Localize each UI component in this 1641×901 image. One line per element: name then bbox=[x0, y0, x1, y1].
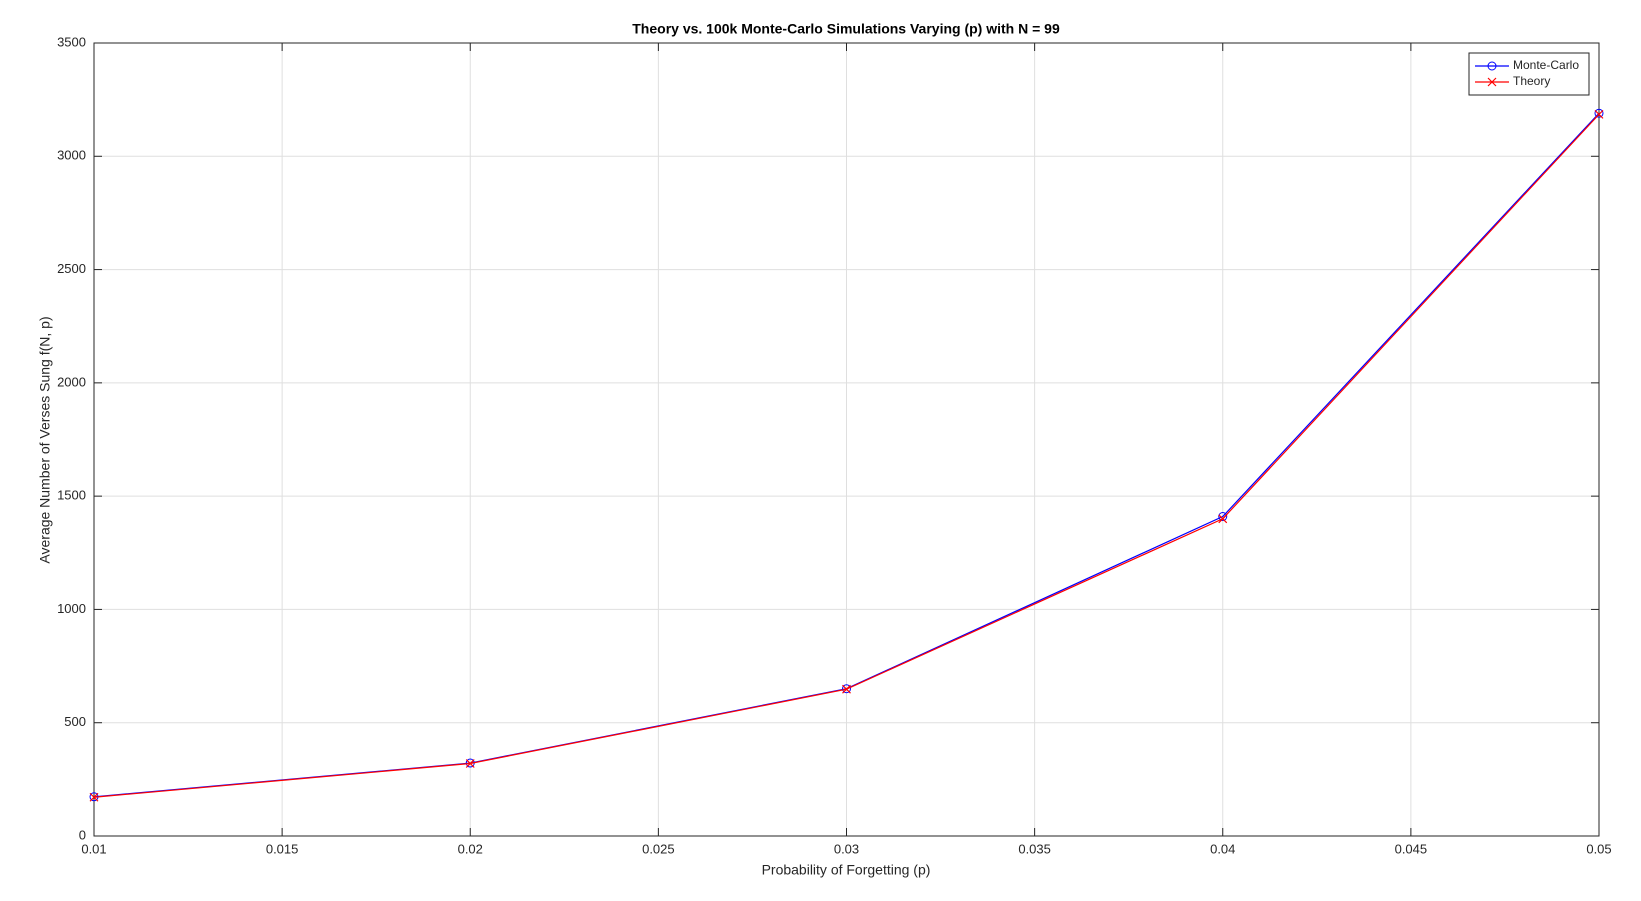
marker bbox=[465, 759, 475, 768]
legend-label: Monte-Carlo bbox=[1513, 58, 1579, 72]
legend-box bbox=[1468, 52, 1590, 96]
plot-frame bbox=[93, 42, 1600, 837]
marker bbox=[842, 684, 851, 694]
x-tick-label: 0.045 bbox=[1395, 841, 1428, 856]
x-tick-label: 0.025 bbox=[642, 841, 675, 856]
marker bbox=[89, 792, 99, 802]
y-tick-label: 3500 bbox=[57, 34, 86, 49]
y-tick-label: 0 bbox=[79, 827, 86, 842]
y-tick-label: 3000 bbox=[57, 148, 86, 163]
y-tick-label: 1500 bbox=[57, 488, 86, 503]
marker bbox=[1218, 512, 1228, 522]
marker bbox=[842, 684, 851, 694]
marker bbox=[1594, 108, 1604, 118]
x-tick-label: 0.035 bbox=[1018, 841, 1051, 856]
marker bbox=[1218, 514, 1228, 524]
x-tick-label: 0.05 bbox=[1586, 841, 1611, 856]
x-tick-label: 0.02 bbox=[458, 841, 483, 856]
y-tick-label: 2000 bbox=[57, 374, 86, 389]
y-tick-label: 2500 bbox=[57, 261, 86, 276]
x-tick-label: 0.015 bbox=[266, 841, 299, 856]
marker bbox=[1594, 109, 1604, 119]
x-tick-label: 0.04 bbox=[1210, 841, 1235, 856]
y-tick-label: 1000 bbox=[57, 601, 86, 616]
legend-marker bbox=[1487, 77, 1497, 87]
x-axis-label: Probability of Forgetting (p) bbox=[762, 862, 931, 878]
legend-marker bbox=[1487, 61, 1497, 71]
chart-title: Theory vs. 100k Monte-Carlo Simulations … bbox=[632, 21, 1060, 37]
y-axis-label: Average Number of Verses Sung f(N, p) bbox=[37, 316, 53, 563]
x-tick-label: 0.01 bbox=[81, 841, 106, 856]
legend-label: Theory bbox=[1513, 74, 1550, 88]
y-tick-label: 500 bbox=[64, 714, 86, 729]
x-tick-label: 0.03 bbox=[834, 841, 859, 856]
